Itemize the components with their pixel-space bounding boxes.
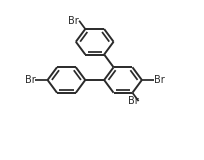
Text: Br: Br	[153, 75, 164, 85]
Text: Br: Br	[127, 96, 138, 106]
Text: Br: Br	[68, 16, 79, 26]
Text: Br: Br	[24, 75, 35, 85]
